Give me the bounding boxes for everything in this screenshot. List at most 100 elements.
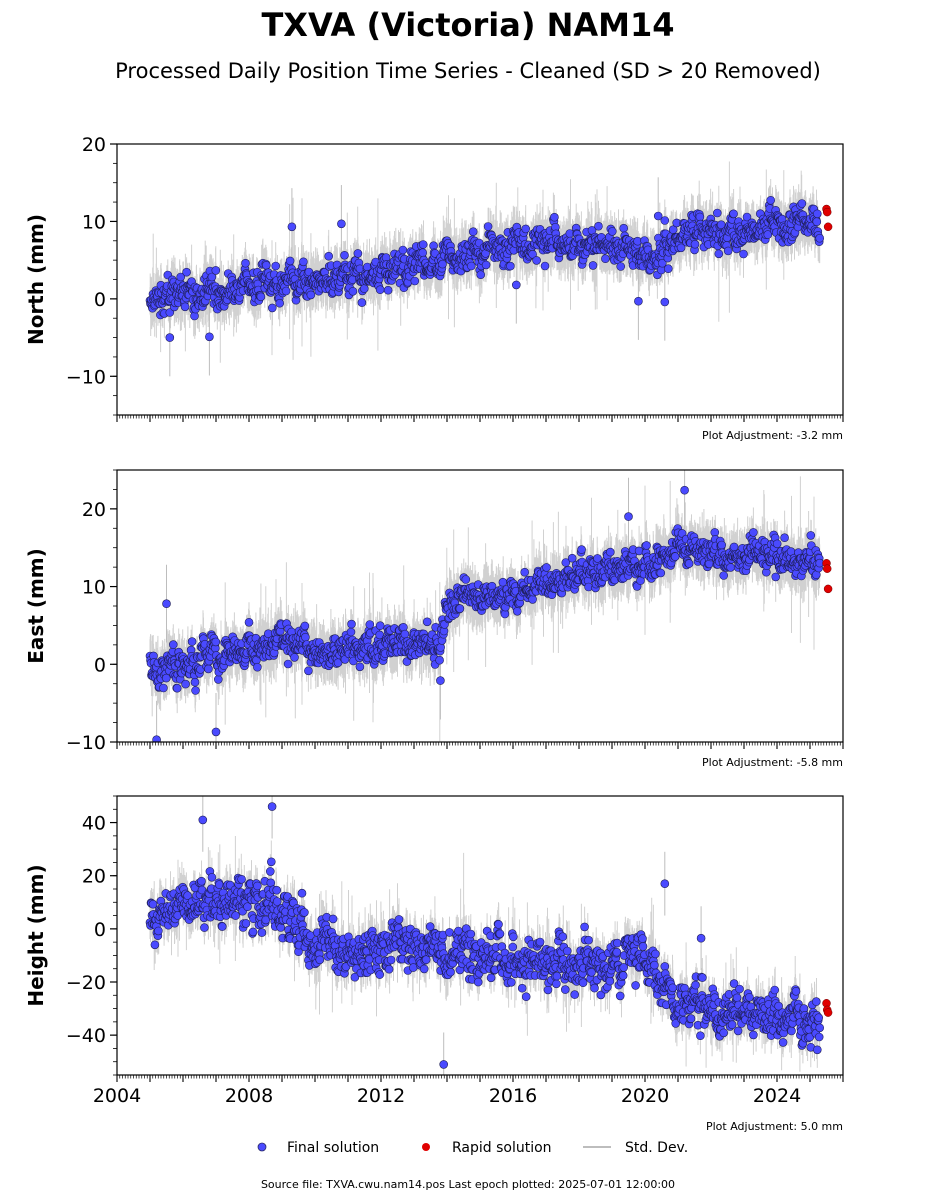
rapid-point [823,584,833,594]
final-point [384,964,394,974]
y-tick-label: −40 [66,1025,106,1047]
final-point [461,575,471,584]
y-tick-label: 40 [82,813,106,835]
panels: −10 0 10 20 North (mm) Plot Adjustment: -3.2 … [24,134,844,1133]
final-point [355,662,365,672]
final-point [584,935,593,945]
final-point [763,230,773,239]
final-point [506,261,515,271]
final-point [787,1026,796,1036]
final-point [348,286,358,296]
final-point [567,553,577,563]
final-point [517,983,527,993]
final-point [552,971,562,981]
final-point [712,208,722,218]
final-point [306,290,316,300]
final-point [660,962,670,971]
final-point [719,1028,729,1038]
final-point [218,922,227,931]
final-point [191,686,200,695]
outlier-point [660,879,670,889]
final-point [154,926,163,936]
final-point [749,528,758,537]
final-point [422,617,432,627]
final-point [214,675,223,684]
final-point [346,627,356,637]
final-point [670,552,680,561]
final-point [410,276,420,286]
final-point [486,973,496,983]
final-point [550,212,559,222]
final-point [638,942,648,951]
final-point [588,261,598,270]
rapid-point [823,222,833,232]
final-point [791,986,801,996]
final-point [438,259,447,269]
final-point [542,563,551,572]
outlier-point [198,815,208,825]
final-point [601,254,610,264]
outlier-point [634,296,643,306]
final-point [612,947,622,957]
final-point [580,922,589,932]
final-point [528,595,537,604]
final-point [248,927,258,937]
final-point [726,563,735,572]
final-point [766,196,776,205]
final-point [812,1045,822,1055]
final-point [446,967,455,977]
final-point [299,257,308,267]
plot-adjustment-note: Plot Adjustment: -5.8 mm [702,756,843,769]
final-point [281,286,291,296]
chart-title: TXVA (Victoria) NAM14 [261,6,674,44]
final-point [696,1031,705,1040]
final-point [650,960,659,970]
final-point [359,284,369,293]
std-dev-bars [149,470,821,742]
final-point [543,985,553,995]
final-point [375,630,385,640]
final-point [719,571,729,580]
outlier-point [660,297,670,307]
final-point [256,292,266,302]
final-point [211,637,221,647]
outlier-point [211,727,221,737]
final-point [618,971,628,980]
final-point [814,1032,824,1042]
y-tick-label: −10 [66,732,106,754]
final-point [200,923,209,932]
rapid-point [822,564,832,573]
final-point [745,992,754,1002]
final-point [257,928,267,937]
final-point [812,217,822,226]
y-tick-label: 20 [82,866,106,888]
final-point [466,261,476,271]
final-point [771,572,781,582]
final-point [162,673,171,683]
final-point [552,979,561,989]
final-point [528,250,537,259]
final-point [540,261,550,271]
final-point [272,897,282,906]
final-point [638,934,647,943]
final-point [772,539,782,549]
final-point [172,683,182,693]
y-axis-label: East (mm) [24,548,48,664]
final-point [340,251,349,260]
final-point [276,923,286,932]
final-point [698,973,707,982]
y-tick-label: −10 [66,366,106,388]
final-point [190,677,200,687]
final-solution-points [145,802,833,1069]
final-point [562,946,572,956]
final-point [353,249,363,258]
final-point [419,964,429,974]
outlier-point [696,933,706,943]
final-solution-points [145,485,833,742]
final-point [324,251,334,261]
final-point [301,632,310,642]
outlier-point [152,735,161,742]
final-point [398,245,408,255]
y-axis-label: North (mm) [24,214,48,345]
final-point [690,239,700,249]
